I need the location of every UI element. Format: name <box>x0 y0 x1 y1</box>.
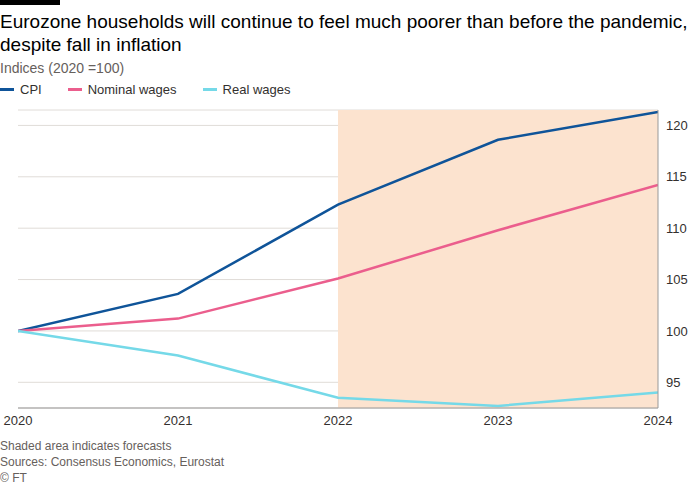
svg-text:2023: 2023 <box>484 413 513 428</box>
html-text:Indices (2020 =100): Indices (2020 =100) <box>0 60 125 76</box>
svg-text:120: 120 <box>666 118 688 133</box>
svg-text:110: 110 <box>666 221 687 236</box>
html-text:Nominal wages: Nominal wages <box>87 82 177 97</box>
svg-text:2020: 2020 <box>8 413 32 428</box>
svg-text:2024: 2024 <box>644 413 673 428</box>
svg-text:2021: 2021 <box>164 413 193 428</box>
html-text:Eurozone households will conti: Eurozone households will continue to fee… <box>0 11 688 55</box>
html-text:© FT: © FT <box>0 471 27 485</box>
html-text:Real wages: Real wages <box>222 82 291 97</box>
svg-text:2022: 2022 <box>324 413 353 428</box>
svg-text:105: 105 <box>666 272 688 287</box>
svg-text:95: 95 <box>666 375 680 390</box>
svg-text:100: 100 <box>666 324 688 339</box>
svg-text:115: 115 <box>666 169 687 184</box>
html-text:Sources: Consensus Economics,: Sources: Consensus Economics, Eurostat <box>0 455 225 469</box>
html-text:Shaded area indicates forecast: Shaded area indicates forecasts <box>0 439 172 453</box>
html-text:CPI: CPI <box>20 82 42 97</box>
